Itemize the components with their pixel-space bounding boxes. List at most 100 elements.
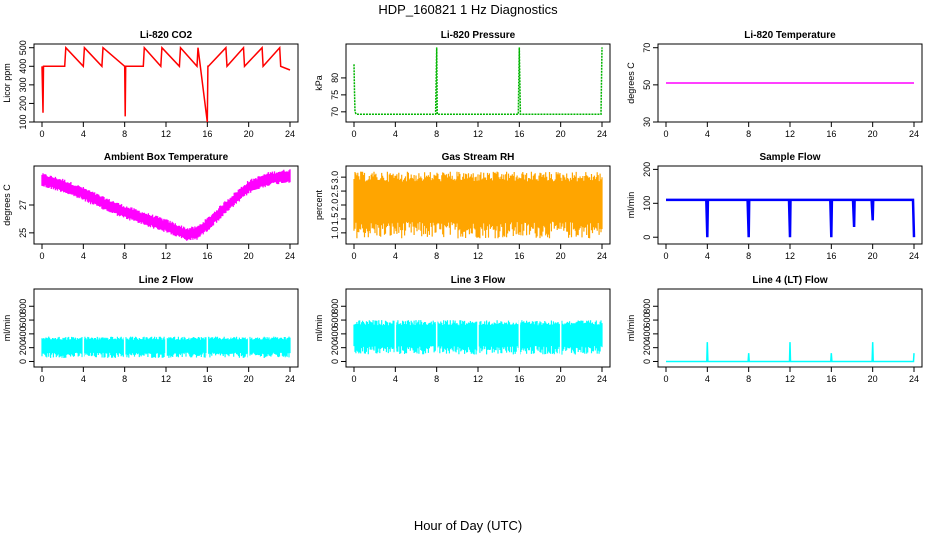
panel-1: Li-820 CO2 0 4 8 12 16 20 24 100 200 300 400 500 Lico… — [2, 30, 299, 139]
x-tick-label: 0 — [663, 251, 668, 261]
y-tick-label: 300 — [18, 77, 28, 92]
x-tick-label: 20 — [244, 251, 254, 261]
x-tick-label: 20 — [556, 251, 566, 261]
panel-title: Line 4 (LT) Flow — [752, 275, 828, 286]
x-tick-label: 8 — [122, 129, 127, 139]
panel-title: Li-820 Pressure — [441, 30, 516, 41]
y-tick-label: 25 — [18, 228, 28, 238]
x-tick-label: 4 — [393, 374, 398, 384]
x-tick-label: 0 — [39, 129, 44, 139]
x-tick-label: 0 — [39, 374, 44, 384]
y-tick-label: 600 — [330, 313, 340, 328]
panel-6: Sample Flow 0 4 8 12 16 20 24 0 100 200 ml/min — [626, 152, 923, 261]
y-axis-label: Licor ppm — [2, 63, 12, 103]
y-axis-label: ml/min — [314, 315, 324, 342]
x-tick-label: 0 — [351, 129, 356, 139]
plot-frame — [345, 43, 611, 123]
y-tick-label: 800 — [18, 299, 28, 314]
panel-4: Ambient Box Temperature 0 4 8 12 16 20 24 25 27 de… — [2, 152, 299, 261]
panel-5: Gas Stream RH 0 4 8 12 16 20 24 1.01.52.02.53.0 p… — [314, 152, 611, 261]
data-line — [666, 342, 915, 363]
y-tick-label: 400 — [330, 326, 340, 341]
x-tick-label: 12 — [473, 251, 483, 261]
x-tick-label: 4 — [705, 129, 710, 139]
x-tick-label: 0 — [351, 374, 356, 384]
x-tick-label: 4 — [81, 374, 86, 384]
x-tick-label: 20 — [868, 129, 878, 139]
x-tick-label: 0 — [663, 374, 668, 384]
x-tick-label: 24 — [597, 374, 607, 384]
panel-2: Li-820 Pressure 0 4 8 12 16 20 24 70 75 80 kPa — [314, 30, 611, 139]
y-tick-label: 200 — [642, 162, 652, 177]
x-tick-label: 8 — [122, 251, 127, 261]
y-tick-label: 0 — [642, 235, 652, 240]
panel-title: Line 3 Flow — [451, 275, 506, 286]
x-tick-label: 4 — [705, 251, 710, 261]
panel-title: Li-820 CO2 — [140, 30, 193, 41]
panel-title: Line 2 Flow — [139, 275, 194, 286]
y-tick-label: 27 — [18, 200, 28, 210]
y-tick-label: 200 — [18, 340, 28, 355]
y-tick-label: 80 — [330, 73, 340, 83]
x-tick-label: 16 — [202, 129, 212, 139]
y-tick-label: 0 — [18, 359, 28, 364]
x-tick-label: 24 — [285, 129, 295, 139]
y-tick-label: 3.0 — [330, 171, 340, 184]
x-tick-label: 0 — [351, 251, 356, 261]
x-tick-label: 24 — [597, 251, 607, 261]
y-tick-label: 2.5 — [330, 185, 340, 198]
y-tick-label: 400 — [18, 326, 28, 341]
y-tick-label: 800 — [330, 299, 340, 314]
x-tick-label: 12 — [785, 129, 795, 139]
panel-title: Sample Flow — [759, 152, 820, 163]
main-title: HDP_160821 1 Hz Diagnostics — [378, 2, 558, 17]
data-line — [41, 45, 291, 123]
x-tick-label: 16 — [826, 251, 836, 261]
x-tick-label: 12 — [785, 251, 795, 261]
y-tick-label: 800 — [642, 299, 652, 314]
y-tick-label: 1.5 — [330, 213, 340, 226]
data-line — [41, 169, 291, 241]
panel-title: Li-820 Temperature — [744, 30, 836, 41]
y-axis-label: kPa — [314, 75, 324, 91]
x-tick-label: 20 — [244, 129, 254, 139]
x-tick-label: 16 — [514, 251, 524, 261]
y-tick-label: 400 — [642, 326, 652, 341]
x-tick-label: 20 — [868, 251, 878, 261]
x-tick-label: 4 — [393, 129, 398, 139]
x-tick-label: 20 — [244, 374, 254, 384]
y-tick-label: 200 — [18, 96, 28, 111]
x-tick-label: 20 — [868, 374, 878, 384]
x-tick-label: 20 — [556, 374, 566, 384]
x-tick-label: 12 — [161, 129, 171, 139]
x-tick-label: 16 — [826, 374, 836, 384]
x-tick-label: 4 — [705, 374, 710, 384]
y-tick-label: 400 — [18, 59, 28, 74]
x-tick-label: 8 — [746, 129, 751, 139]
x-tick-label: 8 — [746, 374, 751, 384]
y-axis-label: ml/min — [626, 192, 636, 219]
y-tick-label: 0 — [642, 359, 652, 364]
panel-title: Gas Stream RH — [442, 152, 515, 163]
y-tick-label: 50 — [642, 80, 652, 90]
x-tick-label: 24 — [285, 374, 295, 384]
x-tick-label: 24 — [597, 129, 607, 139]
x-tick-label: 20 — [556, 129, 566, 139]
x-tick-label: 16 — [826, 129, 836, 139]
x-tick-label: 16 — [514, 374, 524, 384]
x-tick-label: 8 — [746, 251, 751, 261]
x-tick-label: 12 — [473, 129, 483, 139]
x-tick-label: 12 — [473, 374, 483, 384]
panel-title: Ambient Box Temperature — [104, 152, 229, 163]
y-tick-label: 75 — [330, 90, 340, 100]
x-tick-label: 8 — [434, 129, 439, 139]
x-tick-label: 12 — [161, 251, 171, 261]
x-tick-label: 0 — [663, 129, 668, 139]
y-tick-label: 2.0 — [330, 199, 340, 212]
y-tick-label: 30 — [642, 117, 652, 127]
x-axis-label: Hour of Day (UTC) — [413, 518, 523, 533]
y-axis-label: degrees C — [626, 62, 636, 104]
data-line — [353, 47, 603, 115]
